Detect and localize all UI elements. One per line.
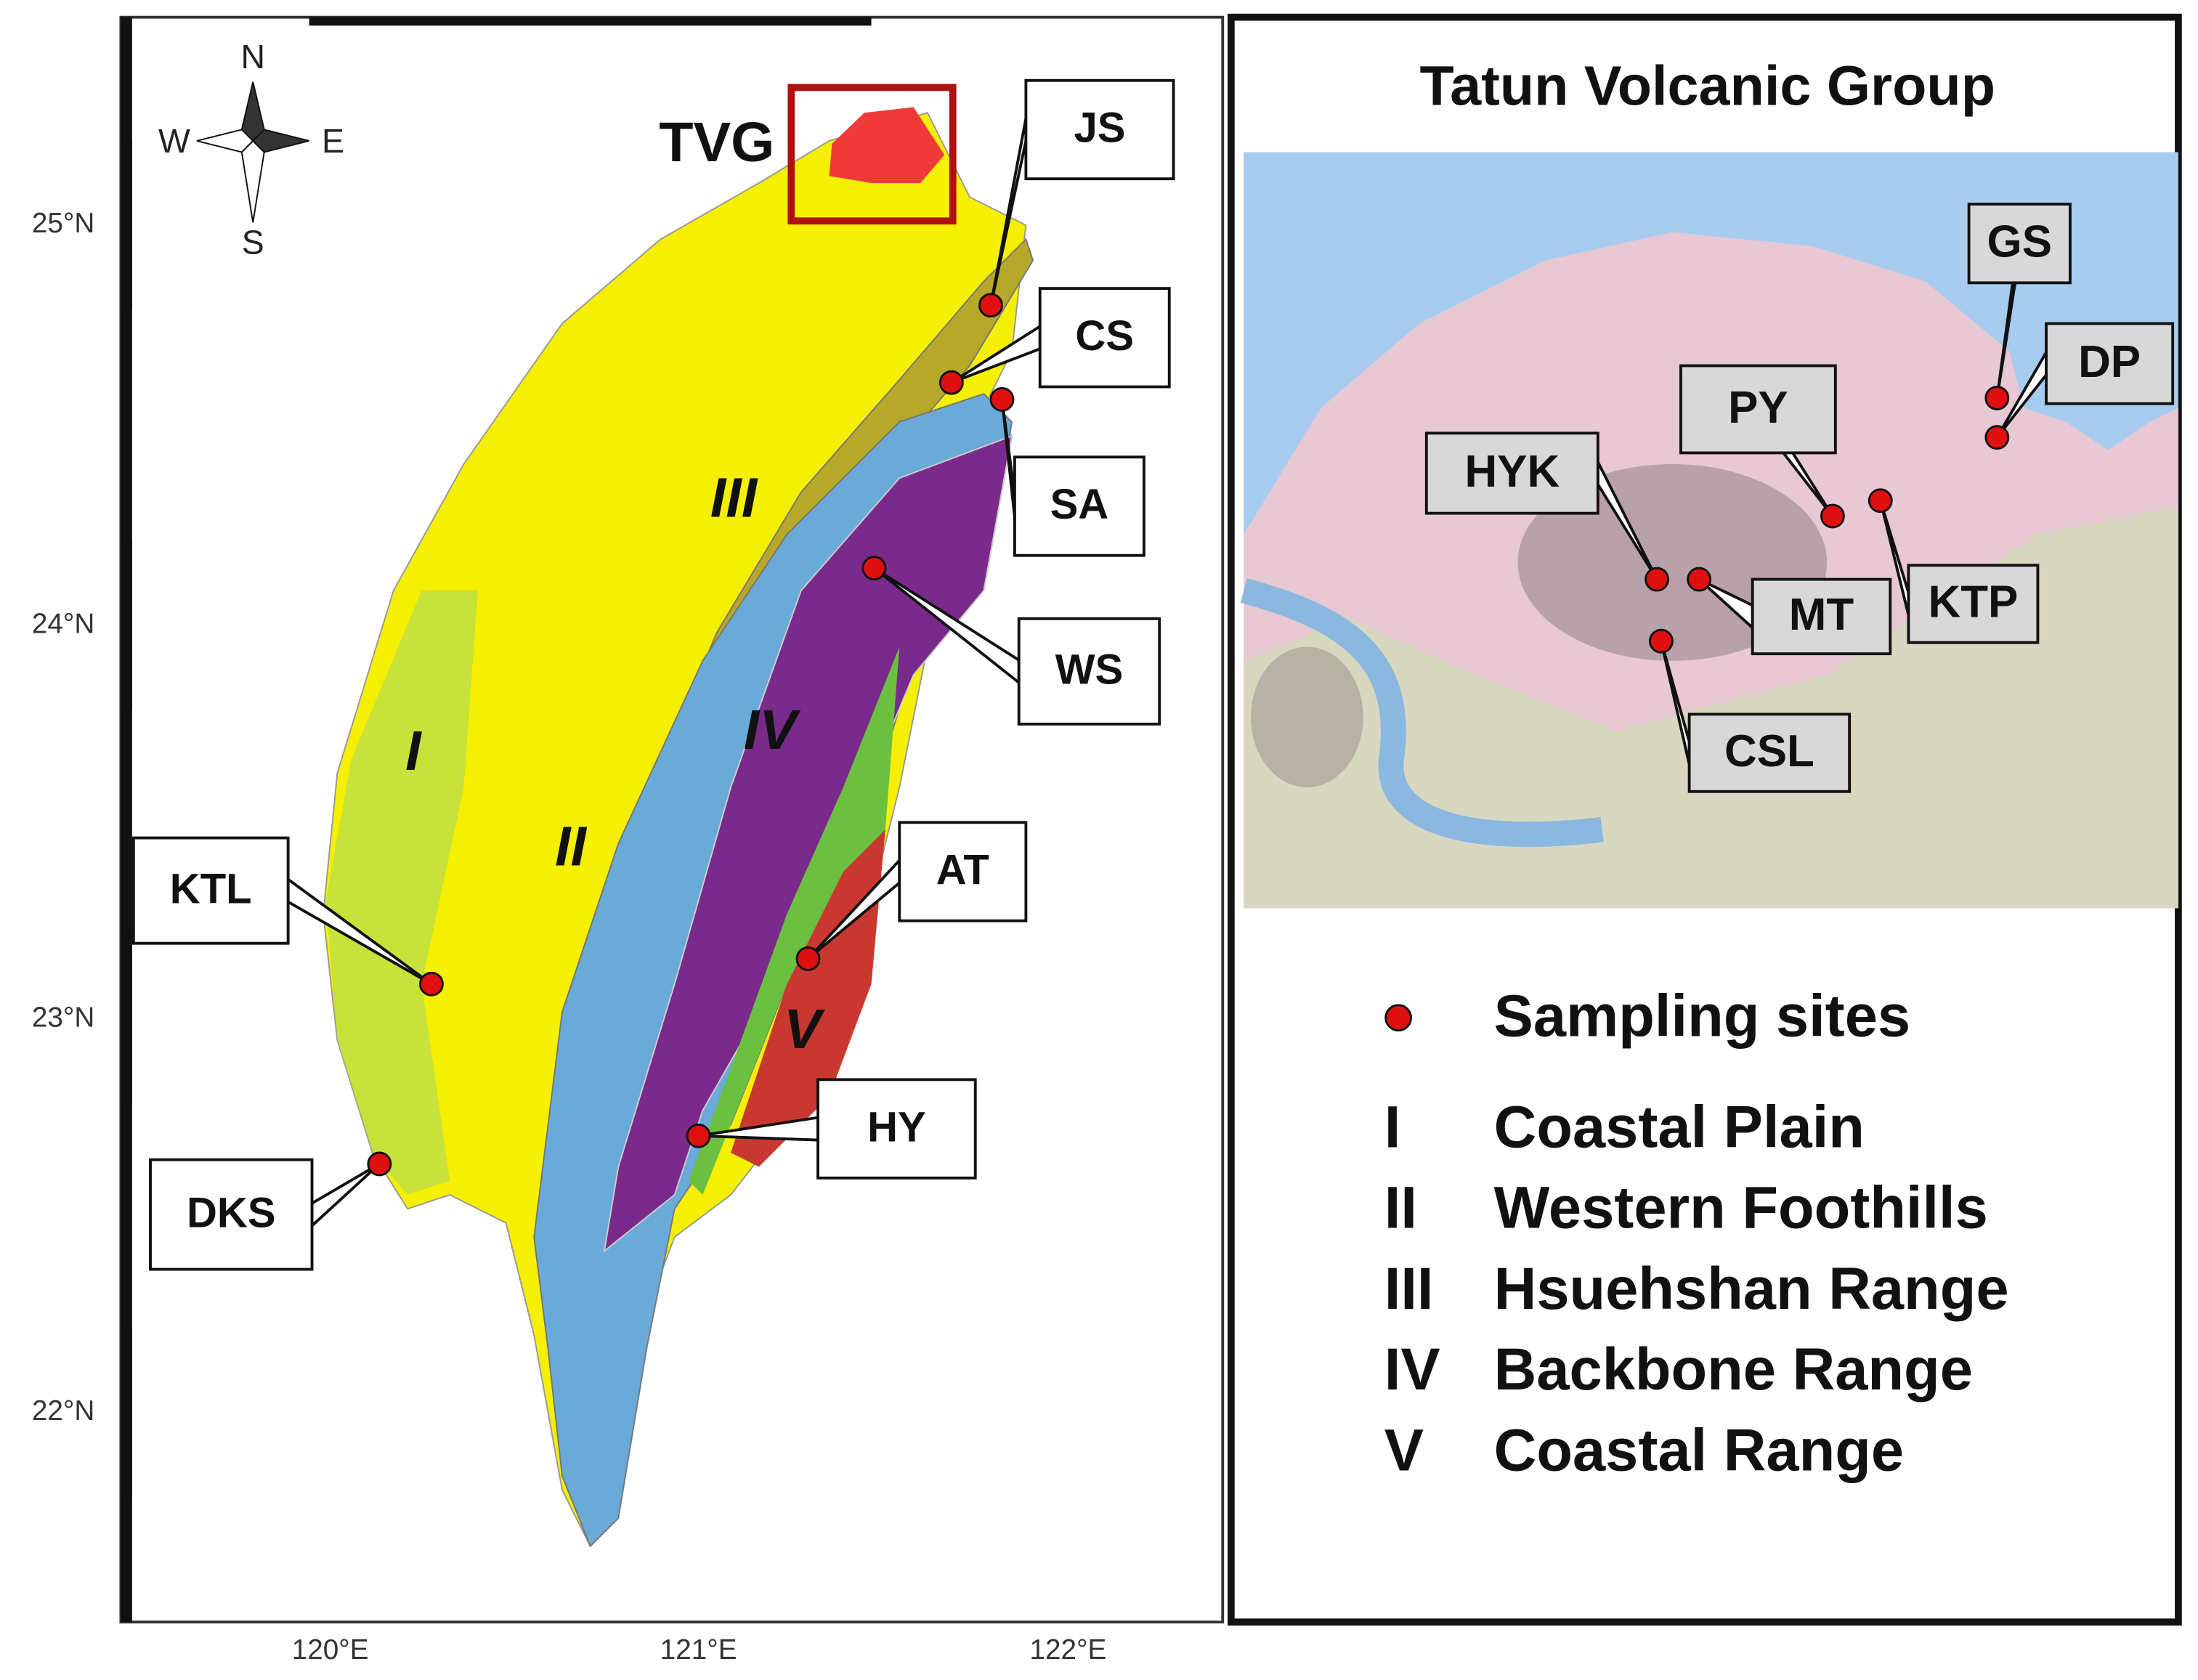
- site-label: HYK: [1464, 447, 1560, 497]
- legend-numeral: IV: [1384, 1336, 1440, 1403]
- tvg-area: [829, 107, 945, 183]
- legend-label: Backbone Range: [1494, 1336, 1973, 1403]
- site-label: KTP: [1929, 577, 2019, 628]
- zone-label: I: [405, 720, 422, 782]
- panel-title: Tatun Volcanic Group: [1420, 55, 1995, 118]
- site-label: WS: [1055, 646, 1123, 694]
- legend-label: Hsuehshan Range: [1494, 1256, 2009, 1322]
- callout-box: [1687, 713, 1852, 793]
- latitude-label: 22°N: [32, 1395, 94, 1427]
- compass-arrow: [251, 129, 309, 153]
- legend-marker: [1384, 1004, 1412, 1032]
- legend-numeral: II: [1384, 1175, 1417, 1241]
- compass-label: W: [158, 122, 190, 160]
- frame-tick: [121, 935, 132, 1104]
- zone-label: V: [784, 998, 826, 1060]
- callout-box: [1038, 287, 1171, 389]
- site-marker: [1984, 425, 2010, 450]
- frame-edge: [309, 17, 872, 26]
- river: [1240, 578, 1604, 848]
- longitude-label: 121°E: [660, 1634, 737, 1665]
- legend-numeral: I: [1384, 1094, 1401, 1160]
- compass-label: N: [240, 38, 265, 76]
- site-marker: [419, 971, 444, 997]
- callout-box: [1907, 564, 2040, 644]
- site-label: GS: [1987, 216, 2052, 267]
- legend-label: Western Foothills: [1494, 1175, 1988, 1241]
- site-label: CSL: [1724, 726, 1814, 776]
- site-label: JS: [1074, 105, 1125, 152]
- latitude-label: 23°N: [32, 1002, 94, 1033]
- site-marker: [1645, 567, 1670, 592]
- site-marker: [367, 1151, 392, 1177]
- compass: [196, 81, 309, 223]
- site-marker: [686, 1123, 711, 1148]
- callout-box: [149, 1158, 314, 1271]
- zone-coastal-range: [731, 829, 885, 1167]
- site-label: KTL: [170, 865, 252, 912]
- site-marker: [795, 946, 821, 971]
- legend-label: Sampling sites: [1494, 983, 1910, 1050]
- callout-box: [816, 1078, 977, 1180]
- zone-coastal-green: [689, 646, 900, 1196]
- site-marker: [978, 293, 1003, 318]
- site-marker: [1984, 386, 2010, 410]
- site-marker: [1687, 567, 1712, 592]
- zone-backbone-core: [603, 434, 1013, 1253]
- legend-numeral: V: [1384, 1417, 1424, 1483]
- frame-tick: [121, 1328, 132, 1498]
- callout-box: [898, 821, 1028, 922]
- callout-box: [1017, 617, 1161, 726]
- site-label: DKS: [187, 1189, 276, 1236]
- latitude-label: 25°N: [32, 208, 94, 239]
- callout-box: [2045, 322, 2175, 405]
- site-label: AT: [936, 846, 989, 893]
- callout-box: [1024, 78, 1175, 181]
- legend-label: Coastal Plain: [1494, 1094, 1865, 1160]
- callout-box: [1751, 577, 1892, 656]
- compass-label: S: [242, 223, 264, 261]
- legend-numeral: III: [1384, 1256, 1434, 1322]
- zone-plain-green: [325, 591, 478, 1196]
- site-label: PY: [1728, 383, 1788, 433]
- site-marker: [1868, 488, 1893, 514]
- frame-edge: [121, 17, 132, 1623]
- longitude-label: 122°E: [1030, 1634, 1107, 1665]
- callout-box: [1967, 203, 2072, 285]
- frame-tick: [121, 140, 132, 310]
- latitude-label: 24°N: [32, 609, 94, 640]
- legend-label: Coastal Range: [1494, 1417, 1904, 1483]
- callout-box: [1424, 431, 1599, 515]
- tvg-relief: [1250, 646, 1363, 787]
- frame-tick: [121, 541, 132, 710]
- tvg-box: [787, 84, 957, 225]
- callout-box: [1013, 455, 1145, 557]
- zone-label: IV: [744, 699, 801, 761]
- inset-label: TVG: [659, 111, 774, 174]
- site-marker: [1648, 628, 1674, 654]
- site-marker: [989, 387, 1015, 412]
- site-label: DP: [2078, 337, 2141, 387]
- site-marker: [1820, 503, 1845, 529]
- callout-box: [131, 836, 290, 945]
- site-label: HY: [867, 1103, 926, 1151]
- site-label: SA: [1050, 481, 1109, 528]
- callout-box: [1679, 364, 1837, 455]
- zone-label: II: [555, 815, 587, 877]
- compass-label: E: [322, 122, 344, 160]
- longitude-label: 120°E: [292, 1634, 369, 1665]
- site-marker: [861, 556, 887, 581]
- zone-label: III: [710, 467, 758, 529]
- site-label: CS: [1075, 312, 1134, 360]
- site-marker: [938, 370, 964, 395]
- site-label: MT: [1789, 590, 1854, 640]
